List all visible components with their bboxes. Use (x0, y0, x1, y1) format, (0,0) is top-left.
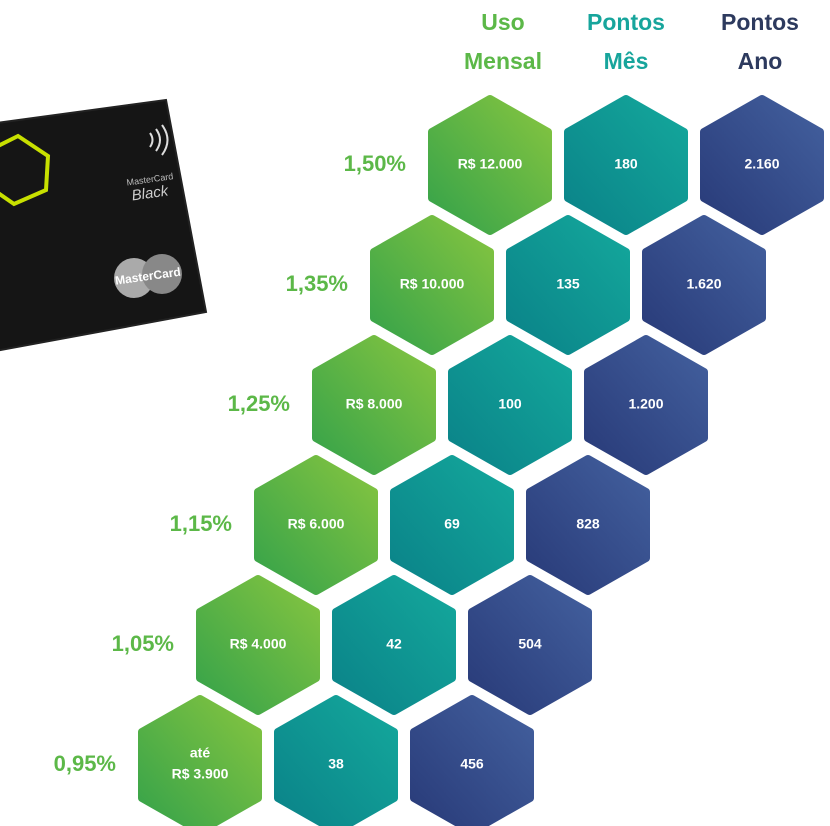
hexagon-label: 69 (444, 516, 460, 532)
hexagon (390, 455, 514, 595)
credit-card: MasterCard Black MasterCard (0, 98, 208, 352)
hexagon-label: 2.160 (744, 156, 779, 172)
hexagon-label: R$ 3.900 (172, 766, 229, 782)
hexagon-label: 100 (498, 396, 522, 412)
hexagon (448, 335, 572, 475)
contactless-icon (149, 124, 169, 156)
rate-label: 1,50% (344, 151, 406, 176)
hexagon (526, 455, 650, 595)
hexagon-label: R$ 8.000 (346, 396, 403, 412)
column-header: Pontos (587, 9, 665, 35)
hexagon-note: até (190, 745, 210, 761)
hexagon (642, 215, 766, 355)
hexagon (410, 695, 534, 826)
hexagon (332, 575, 456, 715)
column-header: Ano (738, 48, 783, 74)
hexagon (584, 335, 708, 475)
column-header: Uso (481, 9, 524, 35)
column-header: Mensal (464, 48, 542, 74)
hexagon (370, 215, 494, 355)
hexagon (700, 95, 824, 235)
hexagon (196, 575, 320, 715)
rate-label: 1,35% (286, 271, 348, 296)
hexagon (312, 335, 436, 475)
hexagon-label: 38 (328, 756, 344, 772)
hexagon-label: 1.620 (686, 276, 721, 292)
card-logo (0, 133, 51, 207)
hexagon-label: R$ 4.000 (230, 636, 287, 652)
rate-label: 0,95% (54, 751, 116, 776)
card-body (0, 98, 208, 352)
hexagon (428, 95, 552, 235)
rate-label: 1,05% (112, 631, 174, 656)
hexagon (468, 575, 592, 715)
hexagon-label: 135 (556, 276, 580, 292)
mc-circle (142, 254, 182, 294)
hexagon (138, 695, 262, 826)
hexagon-label: 504 (518, 636, 542, 652)
hexagon-label: 1.200 (628, 396, 663, 412)
hexagon-label: R$ 6.000 (288, 516, 345, 532)
hexagon (506, 215, 630, 355)
card-type: Black (131, 182, 171, 204)
hexagon-label: 42 (386, 636, 402, 652)
hexagon (274, 695, 398, 826)
column-header: Pontos (721, 9, 799, 35)
hexagon-label: 456 (460, 756, 484, 772)
rate-label: 1,15% (170, 511, 232, 536)
hexagon (254, 455, 378, 595)
column-header: Mês (604, 48, 649, 74)
hexagon-label: 180 (614, 156, 638, 172)
hexagon-label: 828 (576, 516, 600, 532)
hexagon-label: R$ 12.000 (458, 156, 523, 172)
hexagon-label: R$ 10.000 (400, 276, 465, 292)
hexagon (564, 95, 688, 235)
rate-label: 1,25% (228, 391, 290, 416)
